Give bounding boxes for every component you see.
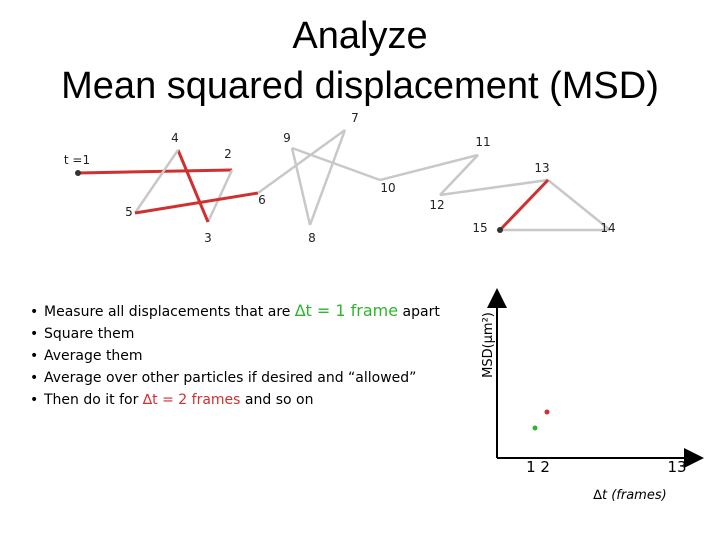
bullet-item: Square them xyxy=(44,326,134,342)
bullet-marker: • xyxy=(30,392,38,408)
bullet-text: Square them xyxy=(44,326,134,342)
segment xyxy=(308,129,347,226)
point xyxy=(544,409,550,415)
node-label: 11 xyxy=(475,135,490,149)
node-label: 3 xyxy=(204,231,212,245)
segment xyxy=(379,153,479,182)
segment xyxy=(134,191,259,215)
segment xyxy=(257,128,346,195)
segment xyxy=(547,179,611,231)
bullet-text: apart xyxy=(398,304,440,320)
node-label: 2 xyxy=(224,147,232,161)
node-label: 4 xyxy=(171,131,179,145)
node-label: 15 xyxy=(472,221,487,235)
bullet-marker: • xyxy=(30,304,38,320)
trajectory xyxy=(75,128,611,233)
x-axis-label: ∆t (frames) xyxy=(592,488,666,503)
bullet-text: Measure all displacements that are xyxy=(44,304,295,320)
bullet-text: ∆t = 1 frame xyxy=(294,301,398,320)
node-labels: t =1 2 3 4 5 6 7 8 9 10 11 12 13 14 15 xyxy=(64,111,616,245)
node-label: 10 xyxy=(380,181,395,195)
segment xyxy=(439,178,549,197)
segment xyxy=(206,169,234,223)
bullet-text: ∆t = 2 frames xyxy=(142,392,241,408)
node-label: 12 xyxy=(429,198,444,212)
bullet-text: Average over other particles if desired … xyxy=(44,370,416,386)
node-label: t =1 xyxy=(64,153,90,167)
node-label: 7 xyxy=(351,111,359,125)
point xyxy=(532,425,538,431)
title-line: Analyze xyxy=(292,15,427,57)
segment xyxy=(439,154,479,196)
segment xyxy=(291,146,381,182)
bullet-marker: • xyxy=(30,348,38,364)
bullet-text: Average them xyxy=(44,348,143,364)
node-label: 9 xyxy=(283,131,291,145)
bullet-item: Average them xyxy=(44,348,143,364)
segment xyxy=(290,147,312,226)
segment xyxy=(77,168,233,175)
end-point xyxy=(497,227,503,233)
bullet-text: Then do it for xyxy=(43,392,143,408)
start-point xyxy=(75,170,81,176)
bullet-item: Measure all displacements that are ∆t = … xyxy=(44,301,440,320)
node-label: 13 xyxy=(534,161,549,175)
msd-plot: MSD(μm²) 1 2 13 ∆t (frames) xyxy=(481,288,704,503)
segment xyxy=(176,149,210,223)
node-label: 8 xyxy=(308,231,316,245)
bullet-item: Average over other particles if desired … xyxy=(44,370,416,386)
title-line: Mean squared displacement (MSD) xyxy=(61,65,659,107)
node-label: 5 xyxy=(125,205,133,219)
x-tick-label: 13 xyxy=(667,458,686,476)
node-label: 6 xyxy=(258,193,266,207)
y-axis-label: MSD(μm²) xyxy=(481,312,496,378)
bullet-item: Then do it for ∆t = 2 frames and so on xyxy=(43,392,313,408)
x-tick-label: 1 2 xyxy=(526,458,550,476)
node-label: 14 xyxy=(600,221,615,235)
segment xyxy=(133,149,180,214)
bullet-marker: • xyxy=(30,326,38,342)
segment xyxy=(498,178,550,232)
bullet-list: • Measure all displacements that are ∆t =… xyxy=(30,301,440,408)
bullet-marker: • xyxy=(30,370,38,386)
bullet-text: and so on xyxy=(240,392,313,408)
